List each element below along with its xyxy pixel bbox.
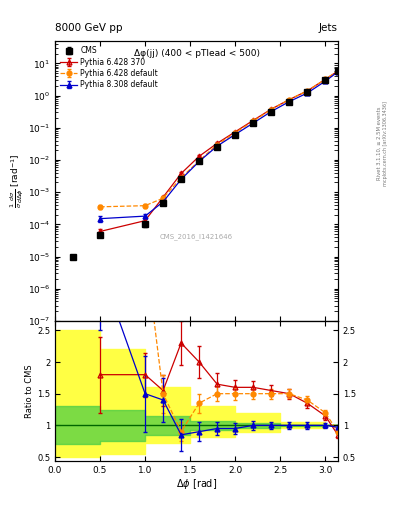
Text: Δφ(jj) (400 < pTlead < 500): Δφ(jj) (400 < pTlead < 500) <box>134 49 259 58</box>
Text: Rivet 3.1.10, ≥ 2.5M events: Rivet 3.1.10, ≥ 2.5M events <box>377 106 382 180</box>
Legend: CMS, Pythia 6.428 370, Pythia 6.428 default, Pythia 8.308 default: CMS, Pythia 6.428 370, Pythia 6.428 defa… <box>59 45 160 91</box>
Text: Jets: Jets <box>319 23 338 33</box>
Y-axis label: Ratio to CMS: Ratio to CMS <box>25 364 34 418</box>
Text: CMS_2016_I1421646: CMS_2016_I1421646 <box>160 233 233 240</box>
Y-axis label: $\frac{1}{\sigma}\frac{d\sigma}{d\Delta\phi}$ [rad$^{-1}$]: $\frac{1}{\sigma}\frac{d\sigma}{d\Delta\… <box>9 154 26 208</box>
X-axis label: $\Delta\phi$ [rad]: $\Delta\phi$ [rad] <box>176 477 217 492</box>
Text: mcplots.cern.ch [arXiv:1306.3436]: mcplots.cern.ch [arXiv:1306.3436] <box>384 101 388 186</box>
Text: 8000 GeV pp: 8000 GeV pp <box>55 23 123 33</box>
